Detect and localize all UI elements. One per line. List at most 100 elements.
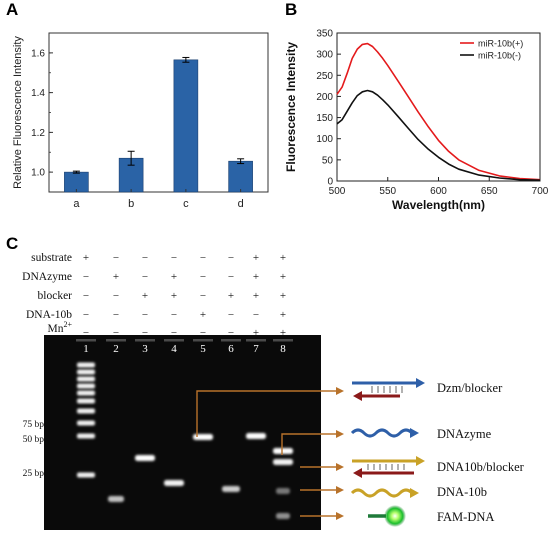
lane-number-3: 3 (142, 343, 148, 355)
cell-r1-c8: + (280, 252, 286, 264)
cell-r3-c6: + (228, 290, 234, 302)
gel-figure: substrate + − − − − − + +DNAzyme − + − + − − + +blocker −… (22, 252, 525, 530)
cell-r2-c8: + (280, 271, 286, 283)
gel-band-lane6-4 (222, 486, 240, 492)
condition-table: substrate + − − − − − + +DNAzyme − + − + − − + +blocker −… (22, 252, 286, 339)
gel-band-lane4-2 (164, 480, 184, 486)
cell-r4-c5: + (200, 309, 206, 321)
schematic-dna10b-head (410, 488, 419, 498)
cell-r3-c2: − (113, 290, 119, 302)
cell-r3-c1: − (83, 290, 89, 302)
cell-r1-c2: − (113, 252, 119, 264)
bar-d (228, 160, 253, 193)
row-label-mn-base: Mn (48, 323, 64, 335)
cell-r3-c5: − (200, 290, 206, 302)
legend-dnazyme: DNAzyme (437, 427, 492, 441)
ladder-label-25: 25 bp (23, 469, 45, 479)
ladder-band-7 (77, 408, 95, 414)
cell-r2-c3: − (142, 271, 148, 283)
x-axis-label: Wavelength(nm) (392, 198, 485, 212)
cell-r4-c6: − (228, 309, 234, 321)
cell-r2-c4: + (171, 271, 177, 283)
cell-r3-c3: + (142, 290, 148, 302)
cell-r5-c1: − (83, 327, 89, 339)
cell-r2-c5: − (200, 271, 206, 283)
y-axis-label: Fluorescence Intensity (284, 42, 298, 172)
gel-band-lane8-9 (276, 513, 290, 519)
legend-dzm-blocker: Dzm/blocker (437, 381, 503, 395)
cell-r4-c1: − (83, 309, 89, 321)
cell-r5-c8: + (280, 327, 286, 339)
cell-r4-c2: − (113, 309, 119, 321)
lane-well-2 (106, 339, 126, 342)
x-tick-label: c (183, 198, 189, 210)
y-tick-label: 1.2 (31, 128, 45, 139)
series-line-0 (336, 42, 541, 181)
x-tick-label: d (238, 198, 244, 210)
gel-band-lane8-6 (273, 448, 293, 454)
cell-r2-c6: − (228, 271, 234, 283)
cell-r1-c5: − (200, 252, 206, 264)
x-tick-label: 550 (379, 186, 396, 197)
lane-number-7: 7 (253, 343, 259, 355)
y-tick-label: 1.4 (31, 88, 45, 99)
lane-well-6 (221, 339, 241, 342)
panel-label-a: A (6, 0, 19, 19)
row-label-dnazyme: DNAzyme (22, 271, 72, 283)
ladder-band-6 (77, 398, 95, 404)
legend-fam-dna: FAM-DNA (437, 510, 494, 524)
lane-number-2: 2 (113, 343, 119, 355)
cell-r1-c1: + (83, 252, 89, 264)
cell-r2-c2: + (113, 271, 119, 283)
gel-band-lane8-7 (273, 459, 293, 465)
ladder-band-10 (77, 472, 95, 478)
cell-r5-c6: − (228, 327, 234, 339)
ladder-band-3 (77, 376, 95, 382)
lane-well-7 (246, 339, 266, 342)
schematic-dnazyme-head (410, 428, 419, 438)
cell-r5-c7: + (253, 327, 259, 339)
bar-c (173, 59, 199, 193)
line-chart: 0 50 100 150 200 250 300 350 500 550 600 650 700 miR-… (284, 29, 549, 213)
bar-chart: 1.0 1.2 1.4 1.6 a b c d Relative Fluorescence In… (12, 32, 269, 210)
arrow-dnazyme (281, 433, 336, 455)
cell-r5-c4: − (171, 327, 177, 339)
ladder-label-75: 75 bp (23, 420, 45, 430)
lane-number-6: 6 (228, 343, 234, 355)
schematic-dnazyme (350, 428, 414, 438)
panel-label-b: B (285, 0, 298, 19)
gel-band-lane8-8 (276, 488, 290, 494)
lane-number-4: 4 (171, 343, 177, 355)
series-line-1 (336, 89, 541, 181)
y-tick-label: 0 (327, 177, 333, 188)
x-tick-label: 700 (532, 186, 549, 197)
lane-number-5: 5 (200, 343, 206, 355)
y-tick-label: 250 (316, 71, 333, 82)
row-label-mn: Mn2+ (48, 320, 73, 335)
ladder-label-50: 50 bp (23, 435, 45, 445)
cell-r4-c7: − (253, 309, 259, 321)
arrow-fam-head (336, 512, 344, 520)
gel-band-lane5-3 (193, 434, 213, 440)
lane-well-4 (164, 339, 184, 342)
y-tick-label: 100 (316, 134, 333, 145)
schematic-dzm-blocker (352, 378, 425, 401)
ladder-band-4 (77, 383, 95, 389)
y-tick-label: 50 (322, 155, 334, 166)
cell-r5-c5: − (200, 327, 206, 339)
x-tick-label: 650 (481, 186, 498, 197)
lane-well-3 (135, 339, 155, 342)
legend-dna10b-blocker: DNA10b/blocker (437, 460, 525, 474)
ladder-band-5 (77, 390, 95, 396)
schematic-fam-dna (368, 505, 406, 527)
legend-label-0: miR-10b(+) (478, 39, 523, 49)
arrow-dnazyme-head (336, 430, 344, 438)
lane-well-8 (273, 339, 293, 342)
x-tick-label: 500 (329, 186, 346, 197)
row-label-blocker: blocker (38, 290, 73, 302)
cell-r1-c3: − (142, 252, 148, 264)
annotation-arrows (196, 387, 344, 520)
y-tick-label: 200 (316, 92, 333, 103)
ladder-band-1 (77, 362, 95, 368)
legend-dna10b: DNA-10b (437, 485, 487, 499)
